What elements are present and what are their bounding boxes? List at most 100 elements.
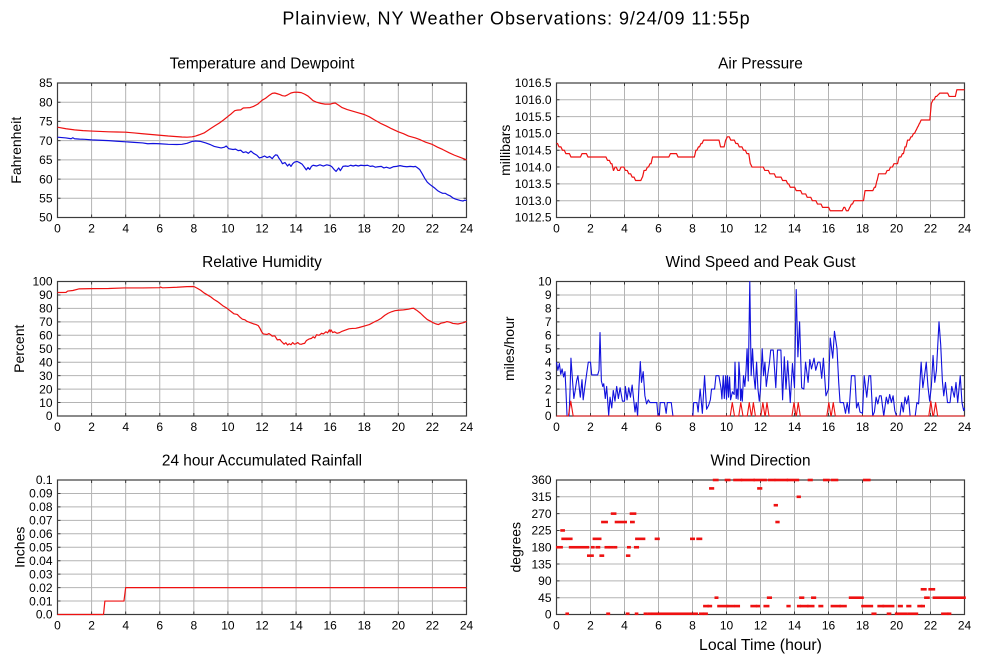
svg-text:2: 2 bbox=[88, 619, 95, 633]
svg-text:12: 12 bbox=[754, 420, 768, 434]
svg-text:0: 0 bbox=[46, 409, 53, 423]
svg-text:0.03: 0.03 bbox=[29, 567, 53, 581]
svg-text:0: 0 bbox=[553, 222, 560, 236]
svg-text:70: 70 bbox=[39, 315, 53, 329]
svg-text:30: 30 bbox=[39, 369, 53, 383]
svg-text:20: 20 bbox=[890, 619, 904, 633]
svg-text:40: 40 bbox=[39, 355, 53, 369]
svg-text:135: 135 bbox=[531, 557, 551, 571]
svg-text:8: 8 bbox=[545, 302, 552, 316]
svg-text:1013.0: 1013.0 bbox=[515, 194, 552, 208]
svg-text:24: 24 bbox=[958, 619, 972, 633]
svg-text:8: 8 bbox=[689, 619, 696, 633]
svg-text:Local Time (hour): Local Time (hour) bbox=[699, 637, 822, 654]
svg-text:9: 9 bbox=[545, 288, 552, 302]
svg-text:0: 0 bbox=[553, 420, 560, 434]
svg-text:16: 16 bbox=[822, 619, 836, 633]
svg-text:8: 8 bbox=[689, 420, 696, 434]
svg-text:18: 18 bbox=[358, 619, 372, 633]
svg-text:24: 24 bbox=[460, 619, 474, 633]
svg-text:0.01: 0.01 bbox=[29, 594, 53, 608]
svg-text:10: 10 bbox=[221, 222, 235, 236]
svg-text:Wind Direction: Wind Direction bbox=[710, 453, 810, 470]
svg-text:Inches: Inches bbox=[12, 527, 28, 568]
svg-text:24: 24 bbox=[958, 222, 972, 236]
svg-text:12: 12 bbox=[255, 619, 269, 633]
svg-text:6: 6 bbox=[156, 222, 163, 236]
svg-text:100: 100 bbox=[32, 275, 52, 289]
svg-text:14: 14 bbox=[788, 619, 802, 633]
svg-text:Air Pressure: Air Pressure bbox=[718, 56, 803, 73]
svg-text:14: 14 bbox=[289, 619, 303, 633]
svg-text:0: 0 bbox=[54, 420, 61, 434]
svg-text:45: 45 bbox=[538, 591, 552, 605]
svg-text:4: 4 bbox=[545, 355, 552, 369]
svg-text:8: 8 bbox=[689, 222, 696, 236]
svg-text:16: 16 bbox=[323, 619, 337, 633]
svg-text:0.04: 0.04 bbox=[29, 554, 53, 568]
svg-text:1014.0: 1014.0 bbox=[515, 160, 552, 174]
svg-text:50: 50 bbox=[39, 211, 53, 225]
svg-text:Temperature and Dewpoint: Temperature and Dewpoint bbox=[170, 56, 356, 73]
svg-text:180: 180 bbox=[531, 540, 551, 554]
svg-text:20: 20 bbox=[392, 619, 406, 633]
svg-text:2: 2 bbox=[587, 222, 594, 236]
svg-text:1016.5: 1016.5 bbox=[515, 76, 552, 90]
svg-text:0: 0 bbox=[545, 409, 552, 423]
svg-text:0.07: 0.07 bbox=[29, 514, 53, 528]
svg-text:18: 18 bbox=[358, 222, 372, 236]
svg-text:4: 4 bbox=[621, 619, 628, 633]
svg-text:1012.5: 1012.5 bbox=[515, 211, 552, 225]
svg-text:225: 225 bbox=[531, 524, 551, 538]
svg-text:22: 22 bbox=[426, 619, 440, 633]
svg-text:0.1: 0.1 bbox=[36, 473, 53, 487]
svg-text:0.08: 0.08 bbox=[29, 500, 53, 514]
svg-text:0.06: 0.06 bbox=[29, 527, 53, 541]
svg-text:22: 22 bbox=[426, 420, 440, 434]
svg-text:4: 4 bbox=[122, 420, 129, 434]
svg-text:Plainview, NY Weather Observat: Plainview, NY Weather Observations: 9/24… bbox=[282, 8, 750, 28]
svg-text:20: 20 bbox=[392, 420, 406, 434]
svg-text:0.09: 0.09 bbox=[29, 487, 53, 501]
svg-text:10: 10 bbox=[720, 420, 734, 434]
svg-text:12: 12 bbox=[754, 222, 768, 236]
svg-text:10: 10 bbox=[39, 396, 53, 410]
svg-text:24: 24 bbox=[460, 222, 474, 236]
svg-text:24 hour Accumulated Rainfall: 24 hour Accumulated Rainfall bbox=[162, 453, 362, 470]
svg-text:22: 22 bbox=[924, 222, 938, 236]
svg-text:75: 75 bbox=[39, 115, 53, 129]
svg-text:60: 60 bbox=[39, 172, 53, 186]
svg-text:20: 20 bbox=[890, 222, 904, 236]
svg-text:Wind Speed and Peak Gust: Wind Speed and Peak Gust bbox=[666, 254, 857, 271]
svg-text:10: 10 bbox=[538, 275, 552, 289]
svg-text:3: 3 bbox=[545, 369, 552, 383]
svg-text:7: 7 bbox=[545, 315, 552, 329]
svg-text:14: 14 bbox=[289, 222, 303, 236]
svg-text:Fahrenheit: Fahrenheit bbox=[8, 117, 24, 184]
svg-text:4: 4 bbox=[122, 222, 129, 236]
svg-text:315: 315 bbox=[531, 490, 551, 504]
svg-text:1014.5: 1014.5 bbox=[515, 143, 552, 157]
svg-text:18: 18 bbox=[856, 420, 870, 434]
svg-text:12: 12 bbox=[255, 222, 269, 236]
svg-text:270: 270 bbox=[531, 507, 551, 521]
svg-text:22: 22 bbox=[426, 222, 440, 236]
svg-text:16: 16 bbox=[323, 420, 337, 434]
svg-text:10: 10 bbox=[221, 619, 235, 633]
svg-text:20: 20 bbox=[39, 382, 53, 396]
svg-text:2: 2 bbox=[88, 420, 95, 434]
svg-text:14: 14 bbox=[289, 420, 303, 434]
svg-text:6: 6 bbox=[655, 619, 662, 633]
svg-text:10: 10 bbox=[221, 420, 235, 434]
svg-text:6: 6 bbox=[655, 222, 662, 236]
svg-text:18: 18 bbox=[856, 222, 870, 236]
svg-text:90: 90 bbox=[39, 288, 53, 302]
svg-text:0: 0 bbox=[54, 222, 61, 236]
svg-text:degrees: degrees bbox=[508, 522, 524, 573]
svg-text:2: 2 bbox=[587, 619, 594, 633]
svg-text:2: 2 bbox=[545, 382, 552, 396]
svg-text:8: 8 bbox=[190, 222, 197, 236]
svg-text:4: 4 bbox=[122, 619, 129, 633]
svg-text:16: 16 bbox=[822, 420, 836, 434]
svg-text:10: 10 bbox=[720, 222, 734, 236]
